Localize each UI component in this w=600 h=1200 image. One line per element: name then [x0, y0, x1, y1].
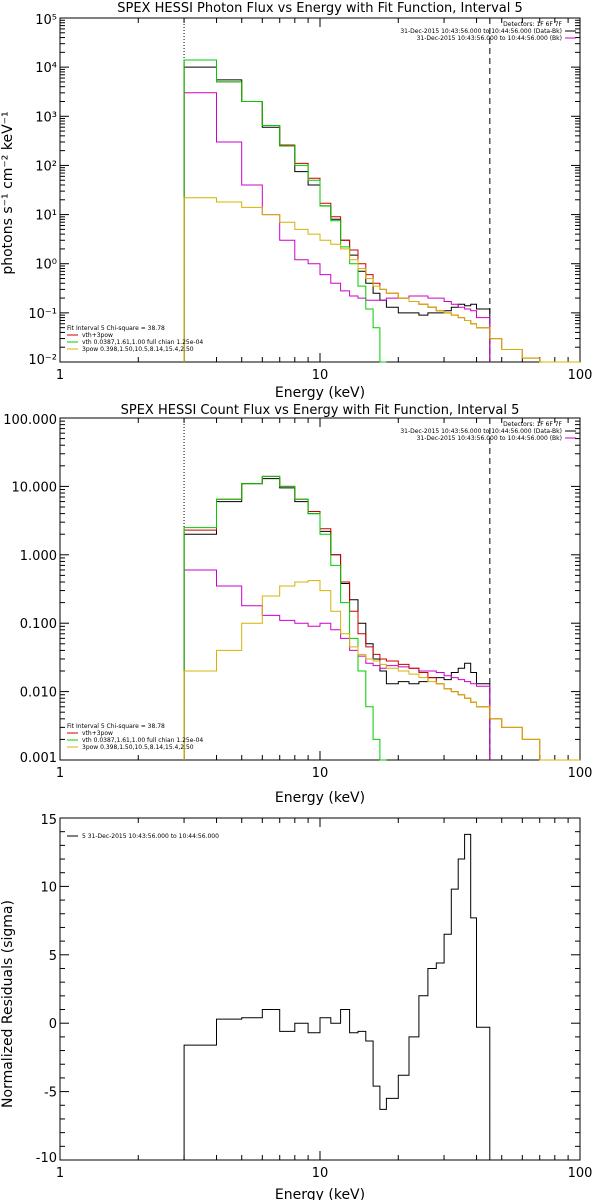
series-bk [183, 569, 491, 760]
y-axis-label: Normalized Residuals (sigma) [0, 900, 16, 1108]
legend-label: vth+3pow [82, 730, 113, 737]
x-tick-label: 1 [56, 1166, 64, 1181]
series-vth [183, 475, 387, 761]
x-axis-label: Energy (keV) [275, 385, 365, 401]
legend-label: vth 0.0387,1.61,1.00 full chian 1.25e-04 [82, 737, 203, 744]
legend-label: 5 31-Dec-2015 10:43:56.000 to 10:44:56.0… [82, 833, 219, 840]
residuals-panel: 1 10 100 -10 -5 0 5 10 15 5 31-Dec-2015 10:43:56.… [0, 813, 592, 1200]
x-tick-label: 100 [568, 368, 593, 383]
y-tick-label: 100.000 [3, 413, 57, 428]
series-bk [183, 92, 491, 362]
legend-label: vth+3pow [82, 332, 113, 339]
y-tick-label: 10.000 [12, 480, 58, 495]
y-tick-label: 15 [40, 813, 57, 828]
y-tick-label: 10 [40, 880, 57, 895]
plot-frame [59, 817, 581, 1161]
y-tick-label: 10⁵ [35, 13, 57, 28]
y-tick-label: 10⁻¹ [28, 307, 57, 322]
chart-title: SPEX HESSI Photon Flux vs Energy with Fi… [117, 1, 523, 16]
photon-flux-panel: SPEX HESSI Photon Flux vs Energy with Fi… [0, 1, 592, 401]
y-tick-label: -5 [44, 1086, 57, 1101]
series-residual [183, 833, 491, 1160]
y-tick-label: 0.010 [20, 686, 57, 701]
count-flux-panel: SPEX HESSI Count Flux vs Energy with Fit… [3, 403, 592, 806]
y-tick-label: 0.100 [20, 617, 57, 632]
x-tick-label: 10 [312, 1166, 329, 1181]
count-plot-area: 1 10 100 0.001 0.010 0.100 1.000 10.000 100.000 D… [3, 413, 592, 781]
series-vth-3pow [183, 475, 580, 761]
series-3pow [183, 580, 580, 761]
header-text: Detectors: 1F 6F 7F [503, 421, 562, 428]
legend-label: 3pow 0.398,1.50,10.5,8.14,15.4,2.50 [82, 744, 194, 751]
y-tick-label: -10 [36, 1151, 57, 1166]
x-axis-label: Energy (keV) [275, 1187, 365, 1200]
x-tick-label: 1 [56, 368, 64, 383]
series-data-bk [183, 478, 491, 760]
y-tick-label: 0 [49, 1017, 57, 1032]
header-text: 31-Dec-2015 10:43:56.000 to 10:44:56.000… [400, 28, 562, 35]
legend-title: Fit Interval 5 Chi-square = 38.78 [67, 325, 165, 332]
chart-title: SPEX HESSI Count Flux vs Energy with Fit… [121, 403, 520, 418]
series-data-bk [183, 66, 491, 362]
x-tick-label: 100 [568, 766, 593, 781]
legend-label: vth 0.0387,1.61,1.00 full chian 1.25e-04 [82, 339, 203, 346]
y-tick-label: 10⁰ [35, 258, 57, 273]
x-tick-label: 10 [312, 766, 329, 781]
legend-title: Fit Interval 5 Chi-square = 38.78 [67, 723, 165, 730]
x-axis-label: Energy (keV) [275, 790, 365, 806]
y-tick-label: 10¹ [35, 209, 57, 224]
y-tick-label: 5 [49, 949, 57, 964]
series-3pow [183, 197, 580, 363]
y-tick-label: 10⁻² [28, 353, 57, 368]
series-vth [183, 59, 387, 363]
residuals-plot-area: 1 10 100 -10 -5 0 5 10 15 5 31-Dec-2015 10:43:56.… [36, 813, 593, 1181]
header-text: 31-Dec-2015 10:43:56.000 to 10:44:56.000… [400, 428, 562, 435]
header-text: 31-Dec-2015 10:43:56.000 to 10:44:56.000… [417, 35, 562, 42]
photon-plot-area: 1 10 100 10⁻² 10⁻¹ 10⁰ 10¹ 10² 10³ 10⁴ 10⁵ Detector… [28, 13, 592, 383]
y-tick-label: 10² [35, 159, 57, 174]
y-axis-label: photons s⁻¹ cm⁻² keV⁻¹ [0, 111, 16, 274]
y-tick-label: 10⁴ [35, 61, 57, 76]
y-tick-label: 1.000 [20, 549, 57, 564]
series-vth-3pow [183, 59, 580, 363]
header-text: Detectors: 1F 6F 7F [503, 21, 562, 28]
y-tick-label: 10³ [35, 110, 57, 125]
y-tick-label: 0.001 [20, 751, 57, 766]
x-tick-label: 1 [56, 766, 64, 781]
x-tick-label: 10 [312, 368, 329, 383]
header-text: 31-Dec-2015 10:43:56.000 to 10:44:56.000… [417, 435, 562, 442]
x-tick-label: 100 [568, 1166, 593, 1181]
legend-label: 3pow 0.398,1.50,10.5,8.14,15.4,2.50 [82, 346, 194, 353]
